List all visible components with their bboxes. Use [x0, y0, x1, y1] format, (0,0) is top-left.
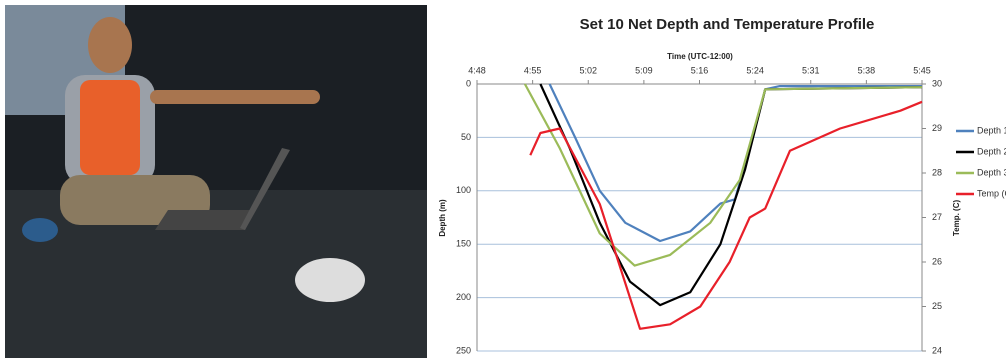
- person-arm: [150, 90, 320, 104]
- y2-tick-label: 25: [932, 301, 942, 311]
- x-tick-label: 5:24: [746, 65, 764, 75]
- y2-tick-label: 27: [932, 212, 942, 222]
- x-tick-label: 4:48: [468, 65, 486, 75]
- x-tick-label: 5:16: [691, 65, 709, 75]
- x-tick-label: 5:45: [913, 65, 931, 75]
- y-tick-label: 100: [456, 185, 471, 195]
- y-tick-label: 150: [456, 239, 471, 249]
- y2-tick-label: 29: [932, 123, 942, 133]
- y-tick-label: 250: [456, 345, 471, 355]
- photo: [5, 5, 427, 358]
- legend-label: Temp (C: [977, 188, 1006, 198]
- x-tick-label: 5:09: [635, 65, 653, 75]
- page: Set 10 Net Depth and Temperature Profile…: [0, 0, 1006, 362]
- blue-object: [22, 218, 58, 242]
- y-tick-label: 50: [461, 132, 471, 142]
- y2-tick-label: 26: [932, 256, 942, 266]
- laptop-base: [155, 210, 255, 230]
- y-tick-label: 200: [456, 292, 471, 302]
- x-tick-label: 5:38: [858, 65, 876, 75]
- y-axis-title: Depth (m): [438, 199, 447, 237]
- instrument-bag: [295, 258, 365, 302]
- legend-label: Depth 2: [977, 146, 1006, 156]
- legend-label: Depth 1: [977, 125, 1006, 135]
- life-vest: [80, 80, 140, 175]
- chart-title: Set 10 Net Depth and Temperature Profile: [580, 16, 875, 33]
- x-tick-label: 5:02: [579, 65, 597, 75]
- x-axis-title: Time (UTC-12:00): [667, 52, 733, 61]
- y-tick-label: 0: [466, 78, 471, 88]
- y2-tick-label: 28: [932, 167, 942, 177]
- y2-tick-label: 30: [932, 78, 942, 88]
- y2-tick-label: 24: [932, 345, 942, 355]
- y2-axis-title: Temp. (C): [952, 200, 961, 237]
- legend-label: Depth 3: [977, 167, 1006, 177]
- x-tick-label: 4:55: [524, 65, 542, 75]
- x-tick-label: 5:31: [802, 65, 820, 75]
- person-head: [88, 17, 132, 73]
